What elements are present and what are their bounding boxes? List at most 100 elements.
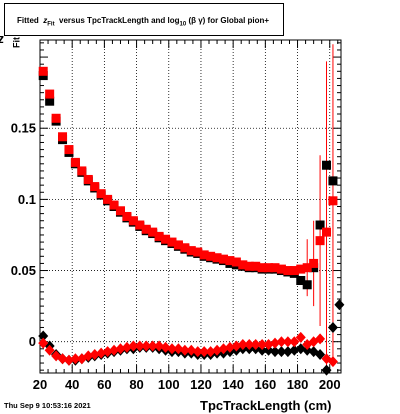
data-point-diamond <box>134 340 145 352</box>
data-point-diamond <box>57 353 68 365</box>
y-axis-title-sub: Fit <box>11 37 22 48</box>
x-tick-label: 80 <box>129 377 143 392</box>
data-point-square <box>148 227 158 237</box>
data-point-square <box>83 174 93 184</box>
data-point-square <box>109 200 119 210</box>
data-point-diamond <box>270 337 281 349</box>
data-point-diamond <box>263 344 274 356</box>
data-point-square <box>96 189 106 199</box>
data-point-diamond <box>263 339 274 351</box>
data-point-square <box>257 263 267 273</box>
data-point-square <box>206 251 216 261</box>
data-point-diamond <box>166 343 177 355</box>
title-z-sub: Fit <box>47 21 55 28</box>
data-point-diamond <box>250 339 261 351</box>
data-point-square <box>77 166 87 176</box>
data-point-square <box>122 211 132 221</box>
data-point-square <box>315 220 325 230</box>
data-point-diamond <box>192 346 203 358</box>
data-point-square <box>225 256 235 266</box>
data-point-square <box>199 250 209 260</box>
data-point-square <box>309 258 319 268</box>
title-suffix: (β γ) for Global pion+ <box>188 16 270 25</box>
data-point-square <box>45 96 55 106</box>
data-point-diamond <box>270 346 281 358</box>
data-point-diamond <box>334 299 345 311</box>
x-tick-label: 140 <box>222 377 244 392</box>
title-log-sub: 10 <box>179 21 187 28</box>
data-point-diamond <box>96 347 107 359</box>
data-point-square <box>38 66 48 76</box>
data-point-diamond <box>154 340 165 352</box>
data-point-diamond <box>276 336 287 348</box>
data-point-square <box>180 243 190 253</box>
data-point-diamond <box>289 344 300 356</box>
x-tick-label: 120 <box>190 377 212 392</box>
data-point-diamond <box>257 344 268 356</box>
data-point-diamond <box>315 349 326 360</box>
data-point-square <box>328 196 338 206</box>
data-point-diamond <box>276 346 287 358</box>
data-point-square <box>212 253 222 263</box>
x-tick-label: 100 <box>158 377 180 392</box>
x-tick-label: 200 <box>319 377 341 392</box>
data-point-diamond <box>160 341 171 353</box>
data-point-diamond <box>89 349 100 360</box>
data-point-diamond <box>141 340 152 352</box>
data-point-diamond <box>109 344 120 356</box>
data-point-diamond <box>302 344 313 356</box>
data-point-square <box>322 160 332 170</box>
data-point-square <box>283 266 293 276</box>
chart-title-box: Fitted zFit versus TpcTrackLength and lo… <box>4 3 284 36</box>
data-point-square <box>270 263 280 273</box>
date-label: Thu Sep 9 10:53:16 2021 <box>4 401 91 410</box>
plot-frame <box>39 39 342 374</box>
data-point-diamond <box>199 346 210 358</box>
data-point-square <box>115 206 125 216</box>
data-point-square <box>328 176 338 186</box>
data-point-diamond <box>282 346 293 358</box>
data-point-diamond <box>244 339 255 351</box>
data-point-diamond <box>295 331 306 343</box>
data-point-diamond <box>212 344 223 356</box>
x-tick-label: 20 <box>33 377 47 392</box>
data-point-square <box>231 257 241 267</box>
data-point-square <box>186 246 196 256</box>
title-prefix: Fitted <box>17 16 39 25</box>
data-point-diamond <box>173 343 184 355</box>
data-point-square <box>154 231 164 241</box>
y-axis-title: z Fit <box>0 33 24 82</box>
y-tick-label: 0.05 <box>11 263 36 278</box>
data-point-square <box>244 261 254 271</box>
y-axis-title-main: z <box>0 33 4 48</box>
data-point-square <box>90 182 100 192</box>
data-point-diamond <box>63 354 74 366</box>
data-point-diamond <box>237 339 248 351</box>
data-point-square <box>218 254 228 264</box>
chart-title: Fitted zFit versus TpcTrackLength and lo… <box>17 16 269 28</box>
x-tick-label: 40 <box>65 377 79 392</box>
data-point-square <box>167 237 177 247</box>
data-point-diamond <box>147 340 158 352</box>
data-point-diamond <box>231 340 242 352</box>
data-point-diamond <box>295 343 306 355</box>
data-point-diamond <box>70 353 81 365</box>
data-point-square <box>45 89 55 99</box>
y-tick-label: 0 <box>29 334 36 349</box>
x-tick-label: 160 <box>254 377 276 392</box>
data-point-diamond <box>102 346 113 358</box>
data-point-square <box>296 264 306 274</box>
data-point-square <box>193 247 203 257</box>
data-point-diamond <box>83 350 94 362</box>
data-point-diamond <box>218 343 229 355</box>
data-point-square <box>264 263 274 273</box>
data-point-square <box>135 220 145 230</box>
data-point-diamond <box>282 336 293 348</box>
x-tick-label: 60 <box>97 377 111 392</box>
data-point-square <box>302 280 312 290</box>
x-axis-title: TpcTrackLength (cm) <box>200 398 332 413</box>
title-middle: versus TpcTrackLength and log <box>59 16 180 25</box>
data-point-square <box>103 194 113 204</box>
data-point-square <box>296 276 306 285</box>
